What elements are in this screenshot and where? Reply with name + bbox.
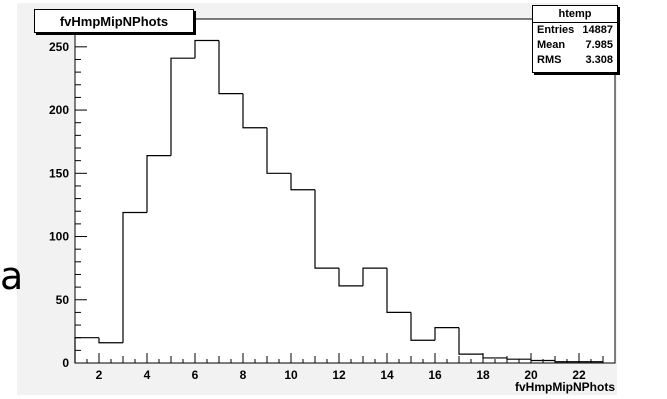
stats-label: Mean bbox=[537, 39, 566, 51]
histogram-bin bbox=[314, 189, 339, 269]
histogram-bin bbox=[530, 359, 555, 362]
histogram-bin bbox=[410, 312, 435, 341]
stats-label: RMS bbox=[537, 54, 562, 66]
histogram-bin bbox=[218, 40, 243, 95]
stats-label: Entries bbox=[537, 24, 575, 36]
x-tick-label: 6 bbox=[192, 368, 199, 382]
histogram-bin bbox=[242, 93, 267, 129]
stats-value: 7.985 bbox=[585, 39, 613, 51]
x-tick-label: 18 bbox=[476, 368, 490, 382]
x-tick-label: 12 bbox=[332, 368, 346, 382]
histogram-bin bbox=[146, 154, 171, 213]
histogram-bin bbox=[338, 268, 363, 287]
histogram-bin bbox=[434, 326, 459, 341]
stats-name: htemp bbox=[533, 6, 617, 23]
histogram-bin bbox=[362, 267, 387, 286]
histogram-bin bbox=[194, 39, 219, 59]
histogram-bin bbox=[266, 127, 291, 174]
x-tick-label: 4 bbox=[144, 368, 151, 382]
y-tick-label: 250 bbox=[49, 40, 69, 54]
plot-frame bbox=[74, 18, 616, 364]
outside-glyph: a bbox=[0, 254, 24, 298]
stats-value: 14887 bbox=[582, 24, 613, 36]
stats-box: htemp Entries 14887 Mean 7.985 RMS 3.308 bbox=[532, 5, 618, 73]
x-axis-label: fvHmpMipNPhots bbox=[515, 380, 615, 394]
x-tick-label: 10 bbox=[284, 368, 298, 382]
y-tick-label: 0 bbox=[62, 356, 69, 370]
stats-value: 3.308 bbox=[585, 54, 613, 66]
y-tick-label: 200 bbox=[49, 103, 69, 117]
x-tick-label: 14 bbox=[380, 368, 394, 382]
histogram-bin bbox=[290, 173, 315, 191]
chart-title: fvHmpMipNPhots bbox=[34, 9, 194, 33]
x-tick-label: 16 bbox=[428, 368, 442, 382]
chart-svg: 2 4 6 8 10 12 14 16 18 20 22 0 50 100 150 200 250 fvHmpMi… bbox=[49, 18, 616, 394]
y-tick-label: 100 bbox=[49, 230, 69, 244]
x-tick-label: 2 bbox=[96, 368, 103, 382]
histogram-bin bbox=[482, 354, 507, 359]
x-tick-label: 22 bbox=[572, 368, 586, 382]
histogram-bin bbox=[122, 211, 147, 343]
stats-row-rms: RMS 3.308 bbox=[533, 53, 617, 68]
histogram-bin bbox=[386, 268, 411, 314]
chart-canvas: 2 4 6 8 10 12 14 16 18 20 22 0 50 100 150 200 250 fvHmpMi… bbox=[17, 3, 617, 395]
histogram-bin bbox=[458, 327, 483, 355]
histogram-bin bbox=[74, 337, 99, 363]
histogram-bin bbox=[554, 360, 579, 363]
x-tick-label: 20 bbox=[524, 368, 538, 382]
x-tick-label: 8 bbox=[240, 368, 247, 382]
histogram-bin bbox=[170, 57, 195, 156]
y-tick-label: 150 bbox=[49, 166, 69, 180]
histogram-bin bbox=[506, 357, 531, 360]
stats-row-mean: Mean 7.985 bbox=[533, 38, 617, 53]
histogram-bin bbox=[98, 337, 123, 344]
y-tick-label: 50 bbox=[56, 293, 70, 307]
stats-row-entries: Entries 14887 bbox=[533, 23, 617, 38]
